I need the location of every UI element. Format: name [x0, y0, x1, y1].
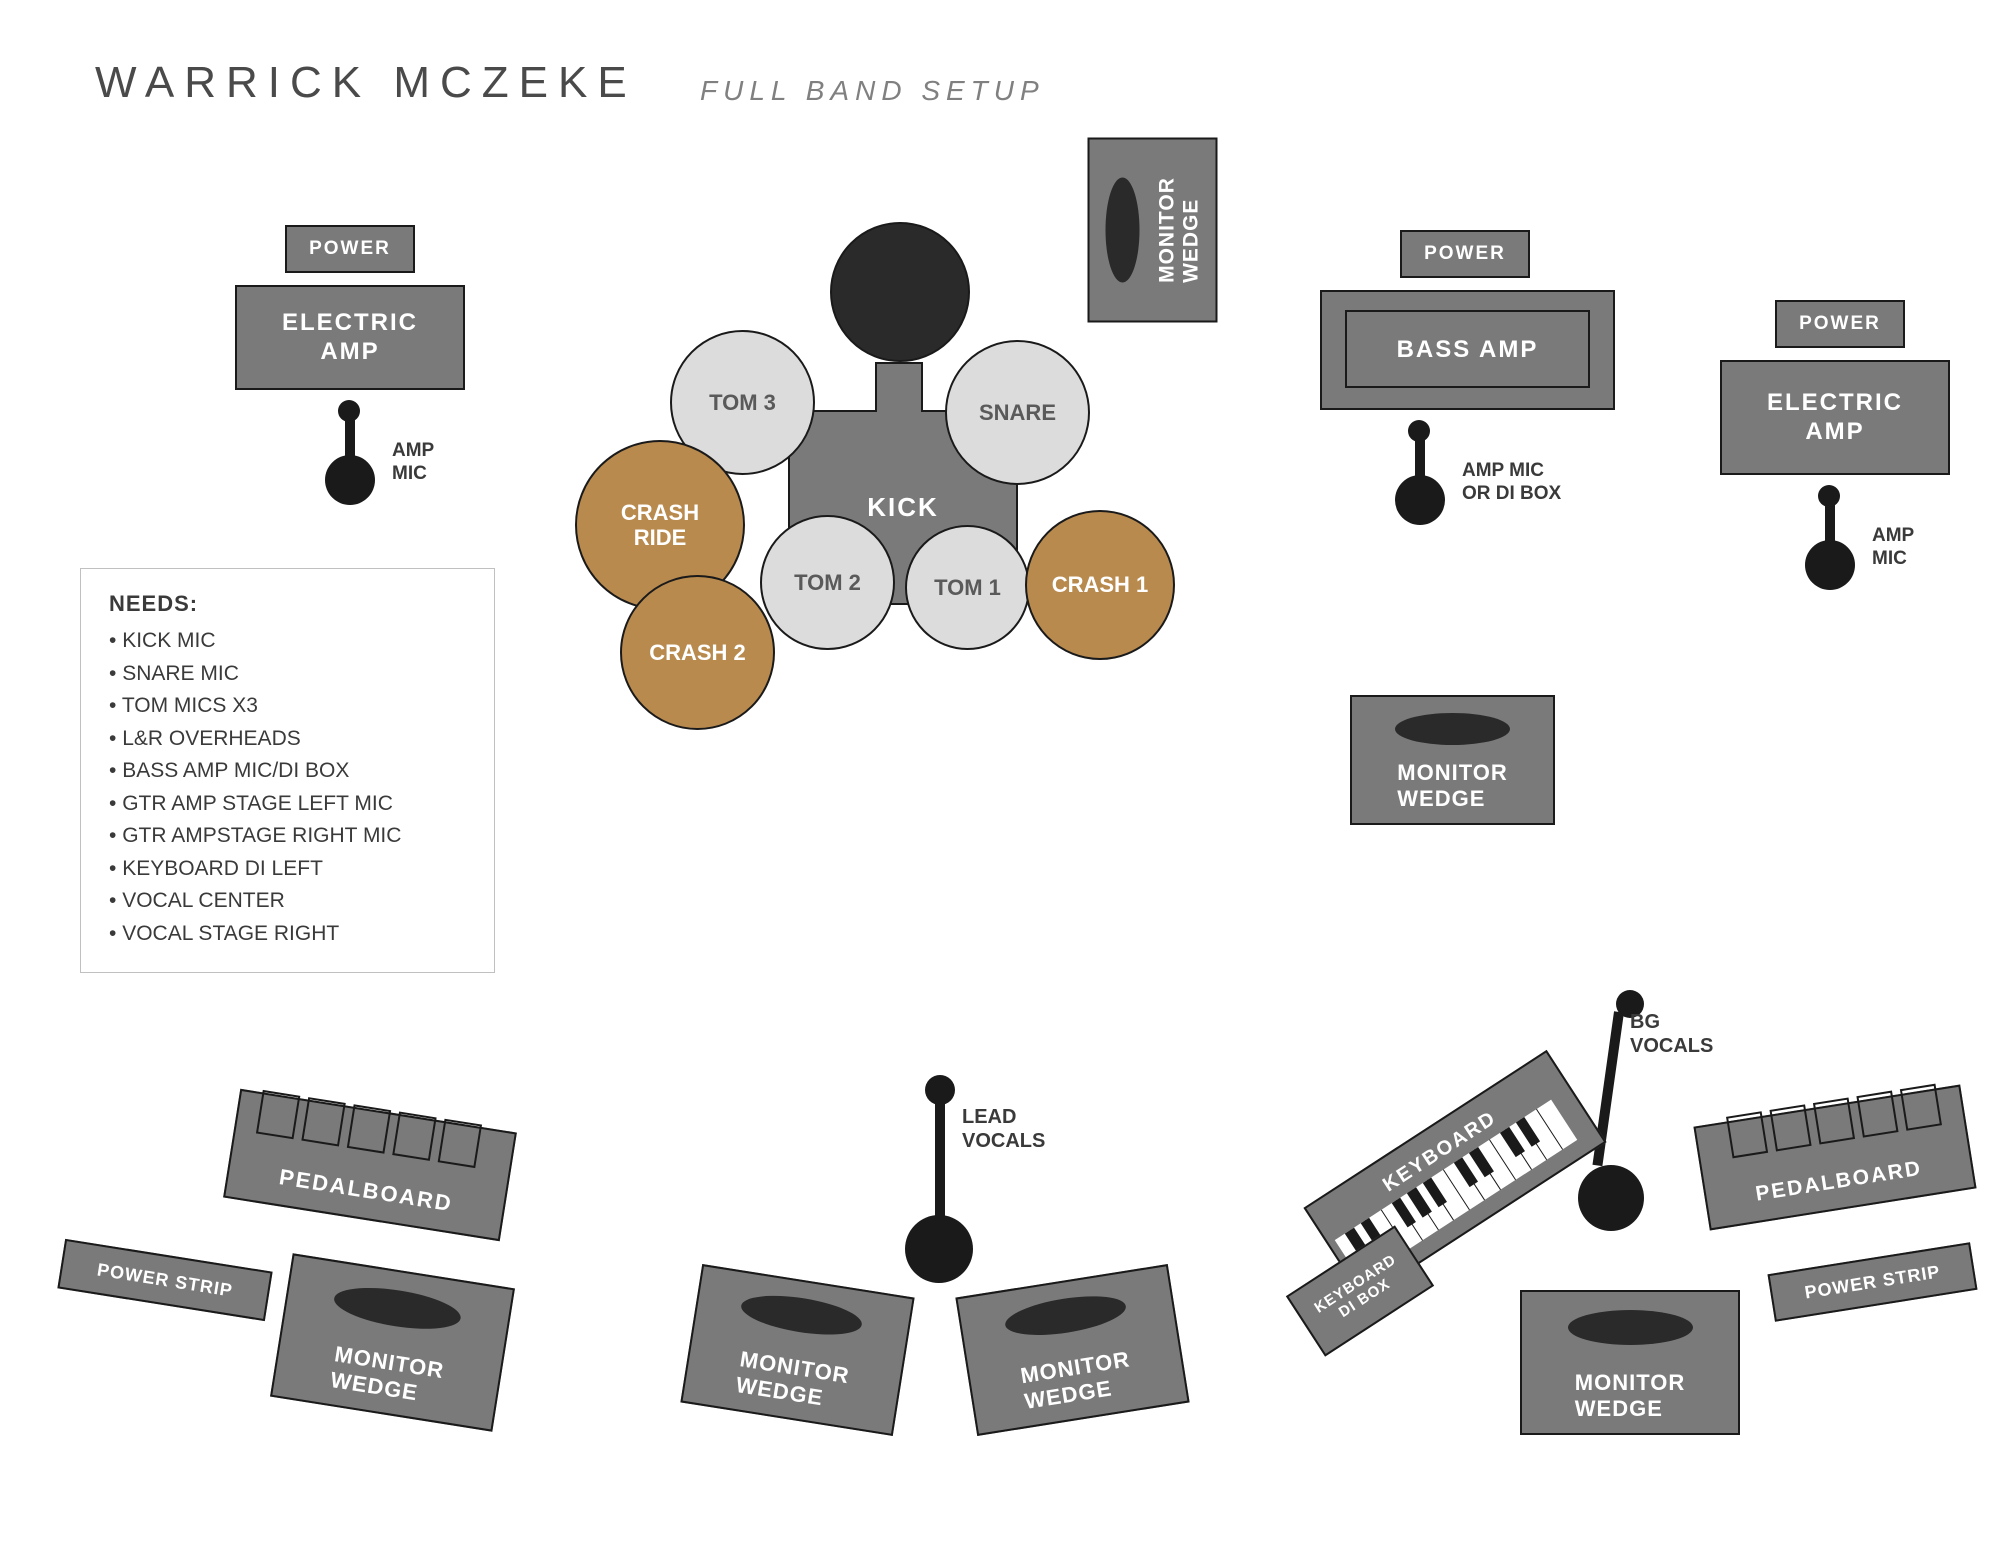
- page-title: WARRICK MCZEKE: [95, 58, 637, 108]
- monitor-wedge-center-l: MONITOR WEDGE: [680, 1264, 914, 1436]
- page-subtitle: FULL BAND SETUP: [700, 75, 1045, 107]
- needs-item: TOM MICS X3: [109, 690, 466, 723]
- monitor-wedge-frontright: MONITOR WEDGE: [1520, 1290, 1740, 1435]
- needs-item: VOCAL STAGE RIGHT: [109, 918, 466, 951]
- amp-mic-bass: [1390, 420, 1450, 520]
- power-box-right: POWER: [1775, 300, 1905, 348]
- needs-item: GTR AMP STAGE LEFT MIC: [109, 788, 466, 821]
- crash1: CRASH 1: [1025, 510, 1175, 660]
- tom2: TOM 2: [760, 515, 895, 650]
- monitor-wedge-frontleft: MONITOR WEDGE: [270, 1253, 515, 1431]
- needs-title: NEEDS:: [109, 591, 466, 617]
- needs-item: GTR AMPSTAGE RIGHT MIC: [109, 820, 466, 853]
- needs-item: L&R OVERHEADS: [109, 723, 466, 756]
- amp-mic-right: [1800, 485, 1860, 585]
- kick-neck: [875, 362, 923, 412]
- amp-mic-bass-label: AMP MIC OR DI BOX: [1462, 460, 1561, 506]
- needs-box: NEEDS: KICK MIC SNARE MIC TOM MICS X3 L&…: [80, 568, 495, 973]
- needs-item: KEYBOARD DI LEFT: [109, 853, 466, 886]
- amp-mic-left-label: AMP MIC: [392, 440, 434, 486]
- monitor-wedge-midright: MONITOR WEDGE: [1350, 695, 1555, 825]
- tom1: TOM 1: [905, 525, 1030, 650]
- needs-item: SNARE MIC: [109, 658, 466, 691]
- drum-monitor-wedge: MONITOR WEDGE: [1088, 138, 1218, 323]
- lead-vocals-label: LEAD VOCALS: [962, 1105, 1045, 1153]
- power-strip-right: POWER STRIP: [1768, 1242, 1978, 1321]
- power-strip-left: POWER STRIP: [57, 1239, 272, 1321]
- needs-list: KICK MIC SNARE MIC TOM MICS X3 L&R OVERH…: [109, 625, 466, 950]
- crash2: CRASH 2: [620, 575, 775, 730]
- electric-amp-left: ELECTRIC AMP: [235, 285, 465, 390]
- needs-item: BASS AMP MIC/DI BOX: [109, 755, 466, 788]
- amp-mic-left: [320, 400, 380, 500]
- amp-mic-right-label: AMP MIC: [1872, 525, 1914, 571]
- power-box-bass: POWER: [1400, 230, 1530, 278]
- bg-vocals-label: BG VOCALS: [1630, 1010, 1713, 1058]
- power-box-left: POWER: [285, 225, 415, 273]
- needs-item: KICK MIC: [109, 625, 466, 658]
- needs-item: VOCAL CENTER: [109, 885, 466, 918]
- bass-amp-inner: [1345, 310, 1590, 388]
- drum-throne: [830, 222, 970, 362]
- monitor-wedge-center-r: MONITOR WEDGE: [955, 1264, 1189, 1436]
- electric-amp-right: ELECTRIC AMP: [1720, 360, 1950, 475]
- snare: SNARE: [945, 340, 1090, 485]
